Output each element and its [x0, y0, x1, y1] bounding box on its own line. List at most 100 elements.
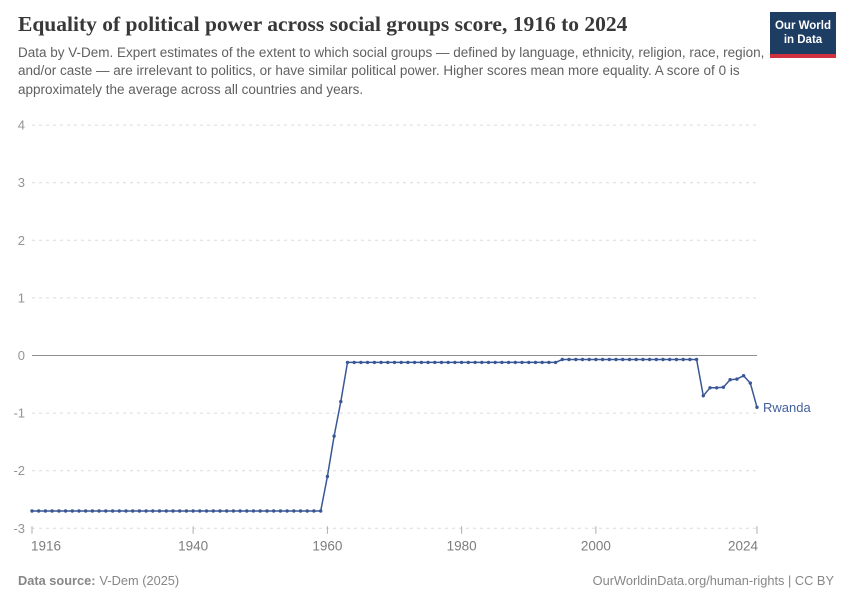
data-point[interactable]: [198, 509, 202, 513]
data-point[interactable]: [117, 509, 122, 513]
data-point[interactable]: [77, 509, 81, 513]
data-point[interactable]: [406, 360, 410, 365]
data-point[interactable]: [426, 360, 430, 365]
data-point[interactable]: [305, 509, 309, 513]
data-point[interactable]: [439, 360, 444, 365]
data-point[interactable]: [278, 509, 283, 513]
data-point[interactable]: [365, 360, 370, 365]
data-point[interactable]: [332, 434, 336, 438]
data-point[interactable]: [171, 509, 175, 513]
data-point[interactable]: [218, 509, 222, 513]
data-point[interactable]: [97, 509, 101, 513]
data-point[interactable]: [90, 509, 95, 513]
data-point[interactable]: [446, 360, 450, 365]
data-point[interactable]: [701, 394, 705, 398]
data-point[interactable]: [292, 509, 296, 513]
data-point[interactable]: [312, 509, 316, 513]
data-point[interactable]: [238, 509, 242, 513]
data-point[interactable]: [681, 357, 685, 362]
data-point[interactable]: [392, 360, 397, 365]
data-point[interactable]: [500, 360, 504, 365]
data-point[interactable]: [506, 360, 511, 365]
data-point[interactable]: [70, 509, 75, 513]
data-point[interactable]: [43, 509, 48, 513]
data-point[interactable]: [104, 509, 108, 513]
data-point[interactable]: [204, 509, 209, 513]
data-point[interactable]: [527, 360, 531, 365]
series-end-label[interactable]: Rwanda: [763, 400, 811, 415]
data-point[interactable]: [715, 386, 719, 390]
data-point[interactable]: [741, 374, 746, 378]
data-point[interactable]: [231, 509, 236, 513]
data-point[interactable]: [412, 360, 417, 365]
data-point[interactable]: [298, 509, 303, 513]
data-point[interactable]: [688, 357, 692, 362]
data-point[interactable]: [627, 357, 632, 362]
data-point[interactable]: [124, 509, 128, 513]
data-point[interactable]: [359, 360, 363, 365]
data-point[interactable]: [459, 360, 464, 365]
data-point[interactable]: [63, 509, 68, 513]
data-point[interactable]: [721, 385, 726, 389]
data-point[interactable]: [144, 509, 148, 513]
data-point[interactable]: [674, 357, 679, 362]
data-point[interactable]: [560, 357, 564, 362]
data-point[interactable]: [540, 360, 544, 365]
data-point[interactable]: [37, 509, 41, 513]
data-point[interactable]: [245, 509, 249, 513]
data-point[interactable]: [191, 509, 195, 513]
data-point[interactable]: [137, 509, 142, 513]
data-point[interactable]: [755, 405, 759, 409]
data-point[interactable]: [567, 357, 571, 362]
data-point[interactable]: [84, 509, 88, 513]
data-point[interactable]: [473, 360, 477, 365]
data-point[interactable]: [735, 377, 739, 381]
owid-logo[interactable]: Our World in Data: [770, 12, 836, 58]
data-point[interactable]: [607, 357, 611, 362]
data-point[interactable]: [513, 360, 517, 365]
data-point[interactable]: [372, 360, 377, 365]
data-point[interactable]: [251, 509, 256, 513]
data-point[interactable]: [57, 509, 61, 513]
data-point[interactable]: [580, 357, 585, 362]
data-point[interactable]: [352, 360, 356, 365]
data-line[interactable]: [32, 358, 758, 512]
data-point[interactable]: [480, 360, 484, 365]
data-point[interactable]: [641, 357, 645, 362]
data-point[interactable]: [647, 357, 652, 362]
data-point[interactable]: [634, 357, 638, 362]
data-point[interactable]: [131, 509, 135, 513]
data-point[interactable]: [30, 509, 34, 513]
data-point[interactable]: [553, 360, 558, 365]
data-point[interactable]: [157, 509, 162, 513]
data-point[interactable]: [728, 378, 732, 382]
data-point[interactable]: [379, 360, 383, 365]
data-point[interactable]: [621, 357, 625, 362]
data-point[interactable]: [547, 360, 551, 365]
data-point[interactable]: [748, 381, 752, 385]
data-point[interactable]: [694, 357, 699, 362]
data-point[interactable]: [533, 360, 538, 365]
data-point[interactable]: [614, 357, 618, 362]
data-point[interactable]: [265, 509, 269, 513]
data-point[interactable]: [520, 360, 524, 365]
data-point[interactable]: [151, 509, 155, 513]
data-point[interactable]: [50, 509, 54, 513]
data-point[interactable]: [399, 360, 403, 365]
data-point[interactable]: [708, 386, 712, 390]
data-point[interactable]: [668, 357, 672, 362]
data-point[interactable]: [386, 360, 390, 365]
data-point[interactable]: [110, 509, 115, 513]
data-point[interactable]: [345, 360, 350, 365]
data-point[interactable]: [587, 357, 591, 362]
data-point[interactable]: [486, 360, 491, 365]
data-point[interactable]: [493, 360, 497, 365]
data-point[interactable]: [661, 357, 665, 362]
data-point[interactable]: [433, 360, 437, 365]
data-point[interactable]: [285, 509, 289, 513]
data-point[interactable]: [466, 360, 470, 365]
data-point[interactable]: [319, 509, 323, 513]
data-point[interactable]: [453, 360, 457, 365]
data-point[interactable]: [184, 509, 189, 513]
data-point[interactable]: [419, 360, 424, 365]
